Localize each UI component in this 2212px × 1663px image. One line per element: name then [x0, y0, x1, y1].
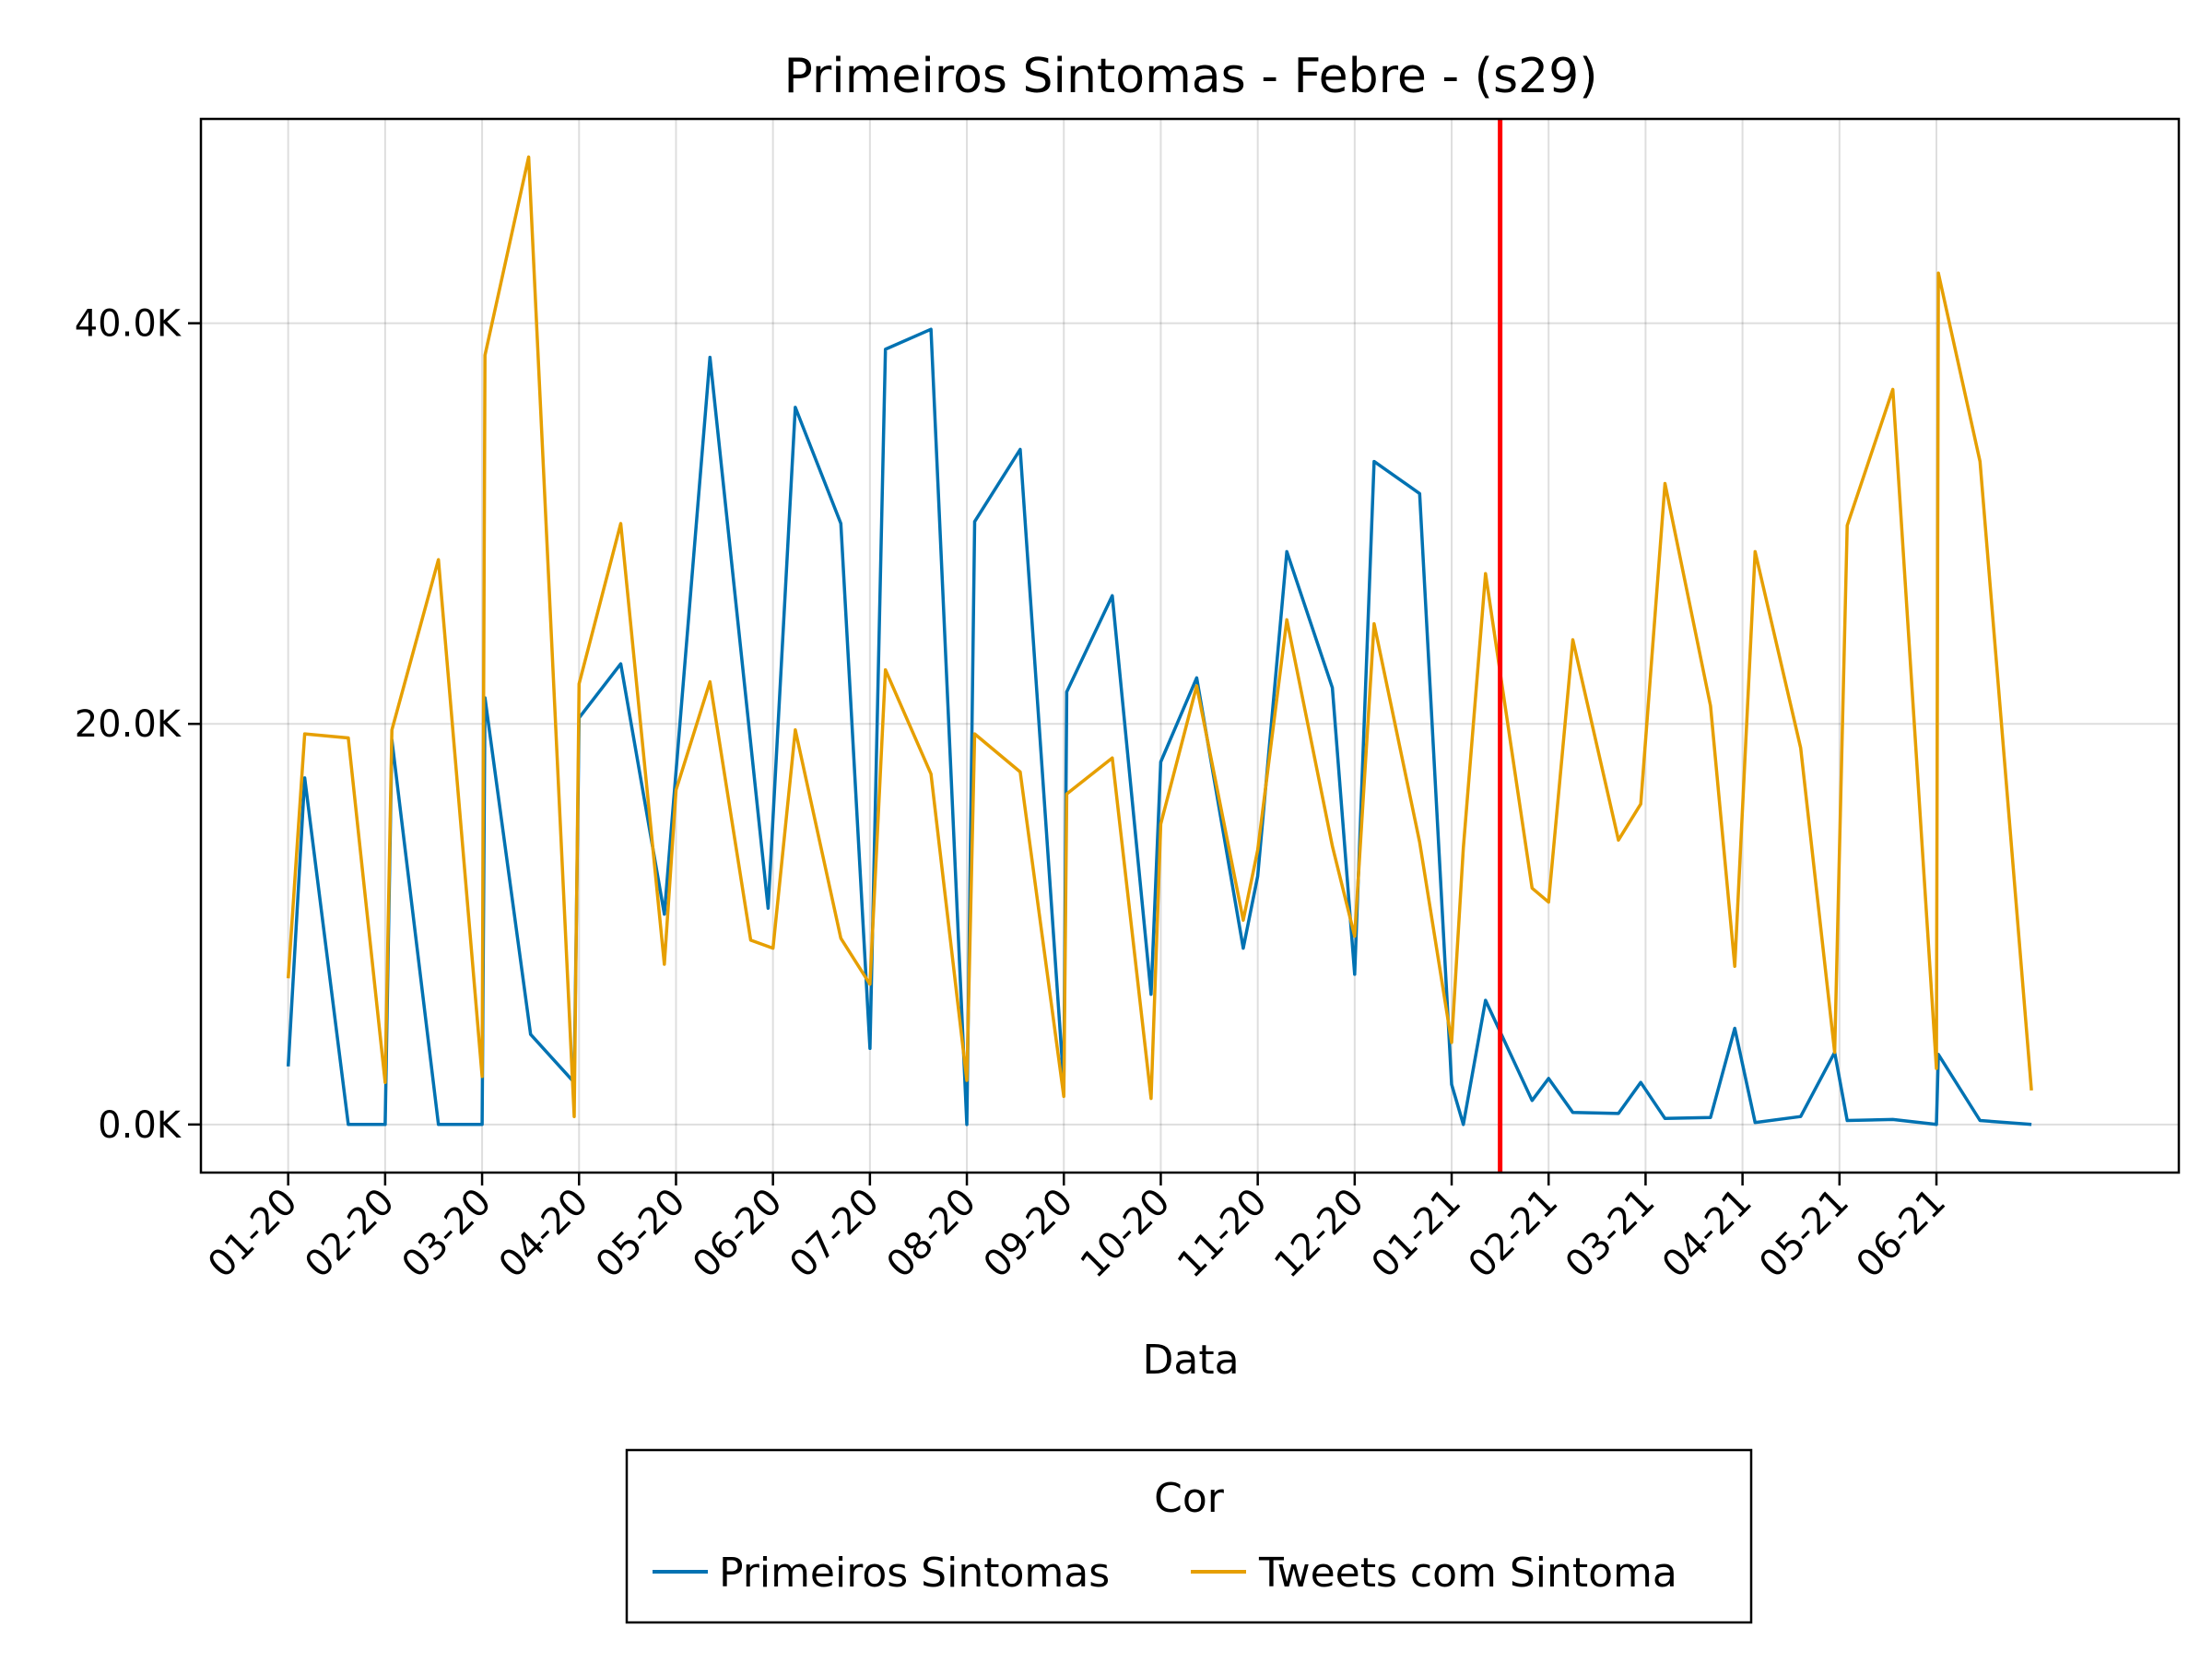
x-axis-label: Data — [1142, 1337, 1239, 1384]
series-lines — [286, 155, 2033, 1126]
legend-title: Cor — [1154, 1475, 1225, 1522]
y-axis-ticks: 0.0K 20.0K 40.0K — [75, 303, 201, 1147]
legend-label-primeiros-sintomas: Primeiros Sintomas — [719, 1550, 1110, 1597]
y-tick-label: 40.0K — [75, 303, 182, 346]
legend: Cor Primeiros Sintomas Tweets com Sintom… — [625, 1448, 1753, 1624]
legend-label-tweets-com-sintoma: Tweets com Sintoma — [1258, 1550, 1677, 1597]
y-tick-label: 20.0K — [75, 703, 182, 746]
legend-box — [625, 1448, 1753, 1624]
y-tick-label: 0.0K — [98, 1104, 182, 1147]
plot-frame — [199, 117, 2181, 1174]
chart-title: Primeiros Sintomas - Febre - (s29) — [783, 49, 1597, 104]
series-line-tweets-com-sintoma — [286, 155, 2033, 1118]
